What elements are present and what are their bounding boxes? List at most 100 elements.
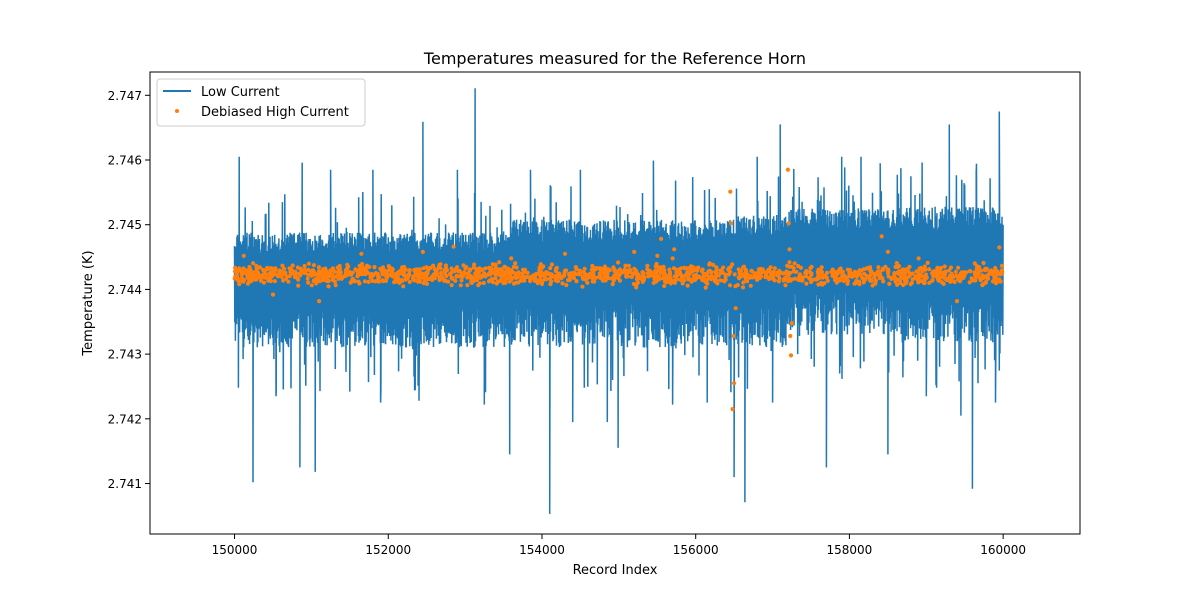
scatter-point (916, 256, 921, 261)
scatter-point (809, 272, 814, 277)
scatter-point (320, 272, 326, 277)
scatter-point (796, 277, 801, 282)
scatter-point (344, 269, 350, 274)
scatter-point (760, 267, 765, 272)
scatter-point (399, 278, 405, 283)
scatter-point (516, 270, 521, 275)
scatter-point (554, 278, 559, 283)
scatter-point (442, 278, 447, 283)
scatter-point (560, 281, 565, 286)
scatter-point (756, 267, 762, 272)
scatter-point (594, 266, 599, 271)
scatter-point (840, 269, 845, 274)
scatter-point (947, 268, 952, 273)
scatter-point (840, 273, 845, 278)
scatter-point (902, 269, 907, 274)
scatter-point (548, 266, 553, 271)
scatter-point (743, 270, 749, 275)
y-axis: 2.741 2.742 2.743 2.744 2.745 2.746 2.747 (108, 89, 150, 491)
scatter-point (520, 271, 525, 276)
scatter-point (645, 263, 650, 268)
scatter-point (528, 276, 533, 281)
scatter-point (316, 265, 321, 270)
scatter-point (834, 280, 839, 285)
scatter-point (233, 265, 238, 270)
scatter-point (981, 260, 986, 266)
scatter-point (454, 273, 459, 278)
scatter-point (732, 381, 737, 386)
scatter-point (817, 273, 822, 278)
legend-swatch-debiased-high-current (175, 109, 179, 113)
scatter-point (997, 245, 1002, 250)
scatter-point (672, 274, 677, 279)
scatter-point (868, 269, 873, 274)
legend-frame (156, 78, 366, 127)
scatter-point (474, 270, 479, 275)
scatter-point (237, 266, 242, 271)
scatter-point (623, 263, 628, 268)
scatter-point (901, 282, 906, 288)
scatter-point (494, 281, 499, 286)
scatter-point (375, 271, 380, 276)
scatter-point (448, 271, 453, 276)
scatter-point (788, 333, 793, 339)
scatter-point (804, 268, 809, 274)
scatter-point (359, 251, 364, 256)
scatter-point (277, 268, 282, 273)
scatter-point (895, 282, 900, 287)
scatter-point (804, 281, 809, 286)
scatter-point (925, 260, 930, 265)
scatter-point (768, 265, 773, 270)
scatter-point (488, 278, 493, 283)
scatter-point (282, 266, 287, 271)
scatter-point (325, 272, 330, 277)
scatter-point (997, 279, 1003, 284)
scatter-point (668, 281, 673, 286)
scatter-point (935, 274, 940, 280)
scatter-point (610, 282, 615, 287)
scatter-point (553, 273, 558, 279)
x-tick-label: 150000 (212, 543, 258, 557)
x-tick-label: 152000 (365, 543, 411, 557)
scatter-point (421, 281, 426, 286)
scatter-point (838, 266, 843, 271)
scatter-point (656, 265, 661, 270)
scatter-point (649, 270, 655, 276)
scatter-point (247, 264, 252, 270)
scatter-point (519, 278, 524, 283)
scatter-point (273, 266, 278, 271)
scatter-point (574, 279, 579, 284)
scatter-point (616, 276, 621, 281)
scatter-point (533, 276, 538, 281)
scatter-point (326, 278, 331, 284)
scatter-point (640, 270, 645, 275)
scatter-point (311, 268, 316, 273)
scatter-point (908, 282, 913, 287)
y-tick-label: 2.747 (108, 89, 142, 103)
scatter-point (675, 268, 681, 273)
scatter-point (878, 275, 883, 280)
scatter-point (597, 274, 602, 279)
scatter-point (578, 269, 584, 274)
scatter-point (330, 277, 335, 282)
scatter-point (1000, 269, 1005, 274)
scatter-point (759, 273, 764, 279)
scatter-point (490, 270, 495, 275)
scatter-point (949, 272, 954, 277)
scatter-point (612, 273, 617, 278)
scatter-point (370, 278, 375, 283)
scatter-point (989, 268, 994, 273)
scatter-point (633, 268, 638, 273)
scatter-point (857, 282, 862, 287)
scatter-point (980, 273, 985, 278)
scatter-point (961, 274, 966, 280)
scatter-point (642, 276, 647, 282)
scatter-point (687, 271, 692, 276)
scatter-point (292, 275, 298, 280)
scatter-point (662, 275, 668, 280)
scatter-point (741, 265, 746, 270)
scatter-point (853, 281, 858, 286)
scatter-point (820, 282, 825, 287)
scatter-point (562, 268, 568, 273)
